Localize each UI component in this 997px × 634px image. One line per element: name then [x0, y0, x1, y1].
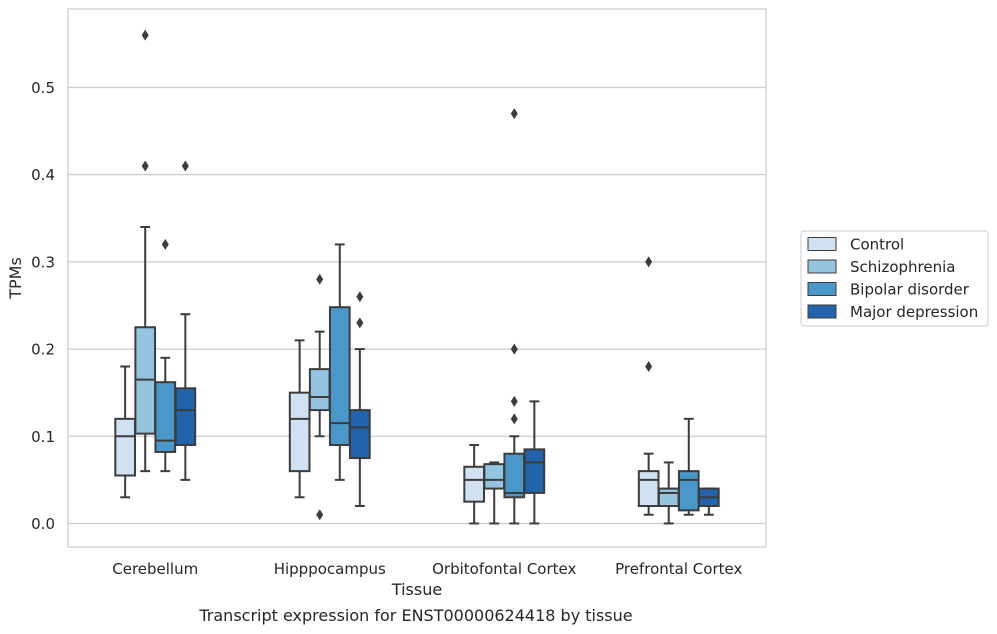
box-major-depression	[523, 400, 546, 525]
outlier-marker	[510, 108, 518, 120]
box-iqr	[308, 368, 331, 412]
legend-swatch	[807, 259, 837, 274]
box-iqr	[503, 452, 526, 499]
box-control	[114, 365, 136, 499]
legend-label: Control	[850, 236, 904, 254]
boxes-layer	[114, 29, 720, 525]
outlier-marker	[645, 361, 653, 373]
figure-caption: Transcript expression for ENST0000062441…	[199, 606, 633, 625]
legend-swatch	[807, 237, 837, 251]
x-tick-label: Hipppocampus	[274, 560, 386, 578]
legend-frame	[800, 230, 989, 327]
outlier-marker	[141, 29, 149, 41]
legend-label: Major depression	[850, 303, 978, 321]
outlier-marker	[510, 413, 518, 425]
box-bipolar-disorder	[154, 238, 177, 473]
y-tick-label: 0.4	[31, 166, 55, 184]
box-bipolar-disorder	[503, 108, 526, 525]
y-tick-labels: 0.0 0.1 0.2 0.3 0.4 0.5	[31, 79, 55, 533]
box-schizophrenia	[657, 461, 680, 525]
box-control	[463, 443, 485, 525]
box-schizophrenia	[483, 461, 506, 525]
legend-swatch	[807, 304, 837, 319]
y-tick-label: 0.1	[31, 428, 55, 446]
x-tick-label: Cerebellum	[112, 560, 198, 578]
legend-label: Schizophrenia	[850, 258, 955, 276]
box-major-depression	[174, 160, 197, 481]
box-schizophrenia	[134, 29, 157, 473]
box-iqr	[677, 470, 700, 512]
y-axis-label: TPMs	[6, 257, 25, 300]
y-gridlines	[68, 86, 766, 525]
outlier-marker	[356, 291, 364, 303]
box-iqr	[114, 417, 136, 477]
y-tick-label: 0.3	[31, 253, 55, 271]
y-tick-label: 0.2	[31, 341, 55, 359]
outlier-marker	[510, 395, 518, 407]
y-tick-label: 0.5	[31, 79, 55, 97]
box-iqr	[328, 306, 351, 446]
box-iqr	[637, 470, 660, 508]
outlier-marker	[316, 273, 324, 285]
y-tick-label: 0.0	[31, 515, 55, 533]
x-axis-label: Tissue	[391, 580, 442, 599]
box-bipolar-disorder	[328, 243, 351, 481]
outlier-marker	[316, 509, 324, 521]
box-iqr	[657, 487, 680, 508]
outlier-marker	[356, 317, 364, 329]
box-control	[637, 256, 660, 516]
outlier-marker	[161, 238, 169, 250]
box-schizophrenia	[308, 273, 331, 521]
outlier-marker	[141, 160, 149, 172]
box-major-depression	[698, 487, 720, 516]
box-iqr	[349, 409, 371, 460]
box-iqr	[463, 465, 485, 503]
x-tick-label: Prefrontal Cortex	[615, 560, 742, 578]
box-major-depression	[349, 291, 371, 508]
box-iqr	[288, 391, 311, 473]
box-bipolar-disorder	[677, 417, 700, 516]
x-tick-label: Orbitofontal Cortex	[432, 560, 576, 578]
legend-label: Bipolar disorder	[850, 281, 970, 299]
outlier-marker	[181, 160, 189, 172]
box-iqr	[523, 448, 546, 494]
box-iqr	[174, 387, 197, 446]
legend-swatch	[807, 282, 837, 296]
outlier-marker	[510, 343, 518, 355]
plot-area-frame	[67, 8, 767, 548]
box-iqr	[483, 463, 506, 490]
box-control	[288, 339, 311, 499]
outlier-marker	[645, 256, 653, 268]
legend: Control Schizophrenia Bipolar disorder Majo…	[800, 230, 989, 327]
x-tick-labels: Cerebellum Hipppocampus Orbitofontal Corte…	[112, 560, 742, 578]
